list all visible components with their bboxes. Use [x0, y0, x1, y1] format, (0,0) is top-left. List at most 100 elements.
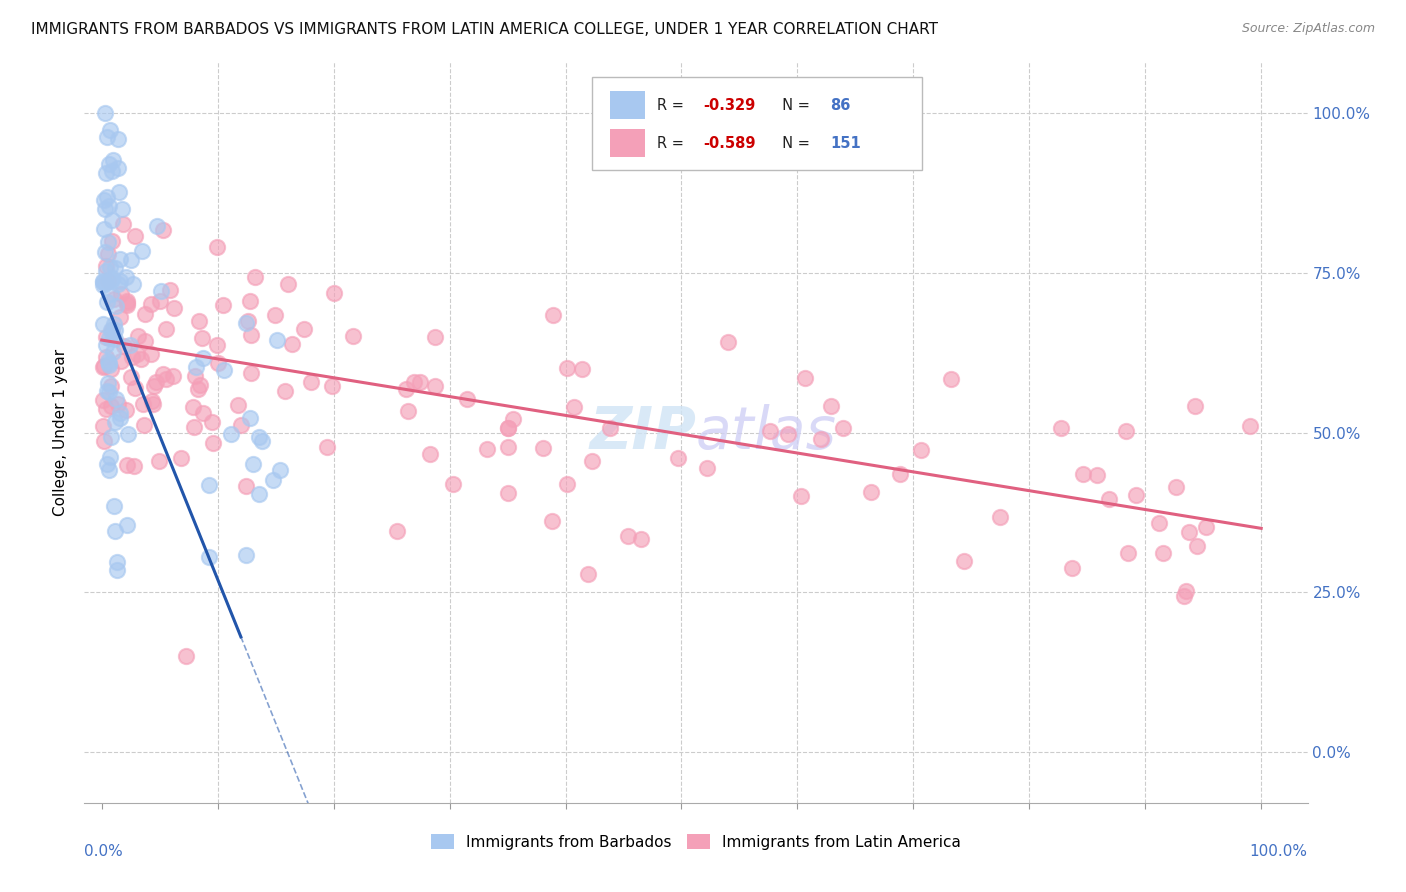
Point	[174, 648, 197, 663]
Point	[496, 420, 519, 434]
Point	[100, 323, 122, 337]
Point	[239, 294, 262, 309]
Point	[860, 485, 883, 500]
Point	[441, 477, 464, 491]
Point	[93, 276, 115, 290]
Point	[1049, 421, 1071, 435]
Point	[543, 309, 565, 323]
Point	[820, 399, 842, 413]
Point	[96, 190, 118, 204]
Point	[1147, 516, 1170, 531]
Point	[266, 333, 288, 347]
Point	[110, 287, 132, 301]
Point	[112, 217, 135, 231]
Point	[264, 309, 287, 323]
Point	[152, 223, 174, 237]
Point	[96, 457, 118, 471]
Point	[191, 405, 214, 419]
Point	[105, 563, 128, 577]
Point	[247, 430, 270, 444]
Point	[1164, 480, 1187, 494]
Point	[94, 202, 117, 216]
Point	[385, 524, 408, 538]
Point	[101, 153, 124, 167]
Point	[98, 122, 121, 136]
Point	[108, 252, 131, 267]
Point	[115, 298, 138, 312]
Point	[104, 415, 127, 429]
Point	[98, 358, 121, 372]
Point	[889, 467, 911, 481]
Point	[188, 378, 211, 392]
Text: 151: 151	[831, 136, 862, 151]
Point	[132, 397, 155, 411]
Point	[599, 420, 621, 434]
Point	[557, 360, 579, 375]
Point	[93, 317, 115, 331]
Point	[555, 476, 578, 491]
Point	[117, 293, 139, 308]
Point	[100, 430, 122, 444]
Point	[148, 294, 170, 309]
Text: -0.329: -0.329	[703, 98, 755, 113]
Text: atlas: atlas	[696, 404, 837, 461]
Point	[262, 473, 284, 487]
Point	[148, 454, 170, 468]
Point	[110, 411, 132, 425]
Point	[115, 458, 138, 472]
Point	[235, 479, 257, 493]
Point	[101, 164, 124, 178]
Point	[93, 193, 115, 207]
Point	[97, 235, 120, 249]
Point	[910, 443, 932, 458]
Point	[94, 350, 117, 364]
Point	[274, 384, 297, 399]
Point	[129, 351, 152, 366]
Point	[247, 487, 270, 501]
Point	[100, 286, 122, 301]
FancyBboxPatch shape	[592, 78, 922, 169]
Point	[184, 360, 207, 375]
Point	[97, 384, 120, 399]
Point	[1195, 520, 1218, 534]
Point	[132, 417, 155, 432]
Point	[191, 331, 214, 345]
Point	[149, 284, 172, 298]
Point	[101, 234, 124, 248]
Point	[94, 244, 117, 259]
Point	[1115, 425, 1137, 439]
Text: Source: ZipAtlas.com: Source: ZipAtlas.com	[1241, 22, 1375, 36]
Point	[342, 329, 364, 343]
Point	[1178, 525, 1201, 540]
Text: N =: N =	[773, 136, 814, 151]
Point	[198, 549, 221, 564]
Point	[142, 397, 165, 411]
Point	[104, 299, 127, 313]
Point	[188, 314, 211, 328]
Point	[496, 486, 519, 500]
Point	[163, 301, 186, 315]
Point	[91, 419, 114, 434]
Text: -0.589: -0.589	[703, 136, 756, 151]
Point	[122, 458, 145, 473]
Point	[235, 548, 257, 562]
Point	[115, 270, 138, 285]
Point	[212, 298, 235, 312]
Point	[201, 415, 224, 429]
Point	[581, 454, 603, 468]
Point	[1085, 467, 1108, 482]
Text: IMMIGRANTS FROM BARBADOS VS IMMIGRANTS FROM LATIN AMERICA COLLEGE, UNDER 1 YEAR : IMMIGRANTS FROM BARBADOS VS IMMIGRANTS F…	[31, 22, 938, 37]
Point	[121, 350, 143, 364]
Bar	[610, 129, 644, 157]
Point	[97, 247, 120, 261]
Point	[776, 427, 799, 442]
Point	[98, 331, 121, 345]
Text: 86: 86	[831, 98, 851, 113]
Text: 100.0%: 100.0%	[1250, 844, 1308, 858]
Point	[120, 370, 142, 384]
Point	[315, 441, 337, 455]
Point	[183, 420, 205, 434]
Point	[100, 399, 122, 413]
Point	[404, 375, 426, 389]
Point	[1175, 583, 1198, 598]
